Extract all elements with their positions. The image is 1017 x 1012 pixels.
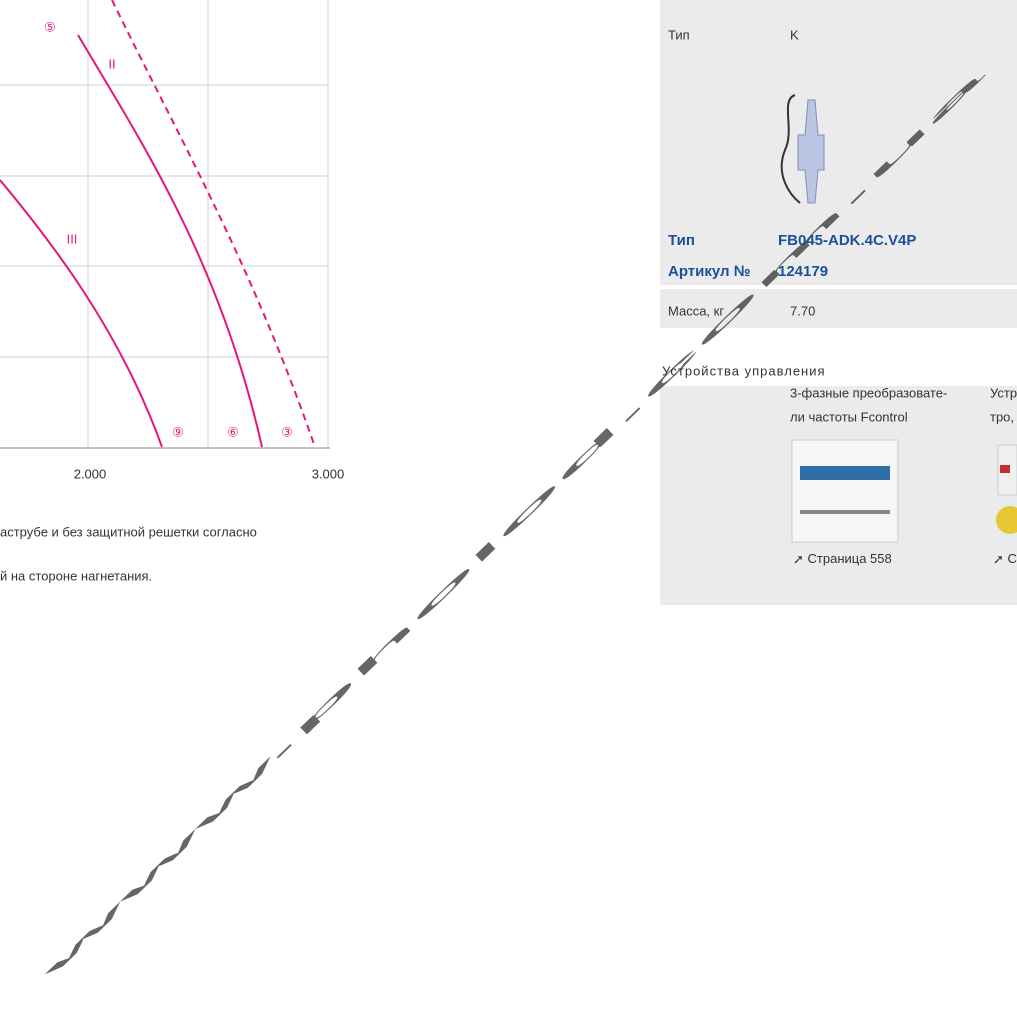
model-value: FB045-ADK.4C.V4P <box>778 232 916 249</box>
chart-grid <box>0 0 330 449</box>
note: й на стороне нагнетания. <box>0 568 152 583</box>
section-title: Устройства управления <box>662 363 826 378</box>
curve-label: ③ <box>281 424 293 439</box>
curve-iii <box>0 179 163 448</box>
curve-ii <box>77 34 263 448</box>
mass-value: 7.70 <box>790 303 815 318</box>
spec-value: K <box>790 27 799 42</box>
article-label: Артикул № <box>668 263 750 280</box>
item-text: тро, <box>990 409 1014 424</box>
mass-label: Масса, кг <box>668 303 724 318</box>
note: аструбе и без защитной решетки согласно <box>0 524 257 539</box>
page-ref[interactable]: С <box>1008 551 1017 566</box>
curve-label: III <box>67 231 78 246</box>
x-tick-label: 3.000 <box>312 466 345 481</box>
page-link[interactable]: ➚ Страница 558 <box>793 551 892 566</box>
spec-label: Тип <box>668 27 690 42</box>
curve-label: ⑨ <box>172 424 184 439</box>
device-image <box>996 444 1017 534</box>
page-ref[interactable]: Страница 558 <box>808 551 892 566</box>
heading-band <box>660 328 1017 386</box>
item-text: 3-фазные преобразовате- <box>790 385 947 400</box>
fan-icon <box>780 94 825 204</box>
converter-image <box>791 439 899 543</box>
x-tick-label: 2.000 <box>74 466 107 481</box>
curve-dashed <box>111 0 316 448</box>
model-label: Тип <box>668 232 695 249</box>
item-text: Устр <box>990 385 1017 400</box>
curves <box>0 0 316 448</box>
item-text: ли частоты Fcontrol <box>790 409 908 424</box>
article-value: 124179 <box>778 263 828 280</box>
page-link[interactable]: ➚ С <box>993 551 1017 566</box>
curve-label: ⑥ <box>227 424 239 439</box>
curve-label: II <box>108 56 115 71</box>
curve-label: ⑤ <box>44 19 56 34</box>
